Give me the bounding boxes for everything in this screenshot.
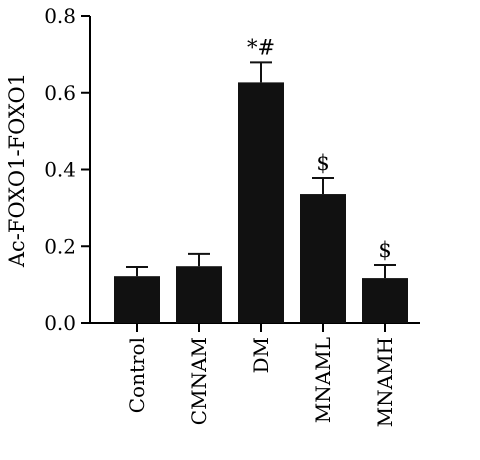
x-tick-label: MNAML (311, 337, 335, 423)
x-tick-label: Control (125, 337, 149, 413)
y-tick-label: 0.6 (44, 81, 76, 105)
bar-mnamh (362, 278, 408, 323)
bar-mnaml (300, 194, 346, 323)
y-axis-label: Ac-FOXO1-FOXO1 (5, 73, 29, 268)
significance-label: $ (378, 238, 391, 262)
x-tick-label: CMNAM (187, 337, 211, 425)
plot-area: 0.0 0.2 0.4 0.6 0.8 Control CMNAM DM *# MNAML $ MNA… (44, 4, 420, 427)
y-tick-label: 0.8 (44, 4, 76, 28)
x-tick-label: DM (249, 337, 273, 374)
significance-label: $ (316, 151, 329, 175)
y-tick-label: 0.4 (44, 158, 76, 182)
y-tick-label: 0.2 (44, 234, 76, 258)
y-tick-label: 0.0 (44, 311, 76, 335)
bar-control (114, 276, 160, 323)
bar-cmnam (176, 266, 222, 323)
significance-label: *# (247, 35, 275, 59)
bar-dm (238, 82, 284, 323)
x-tick-label: MNAMH (373, 337, 397, 427)
